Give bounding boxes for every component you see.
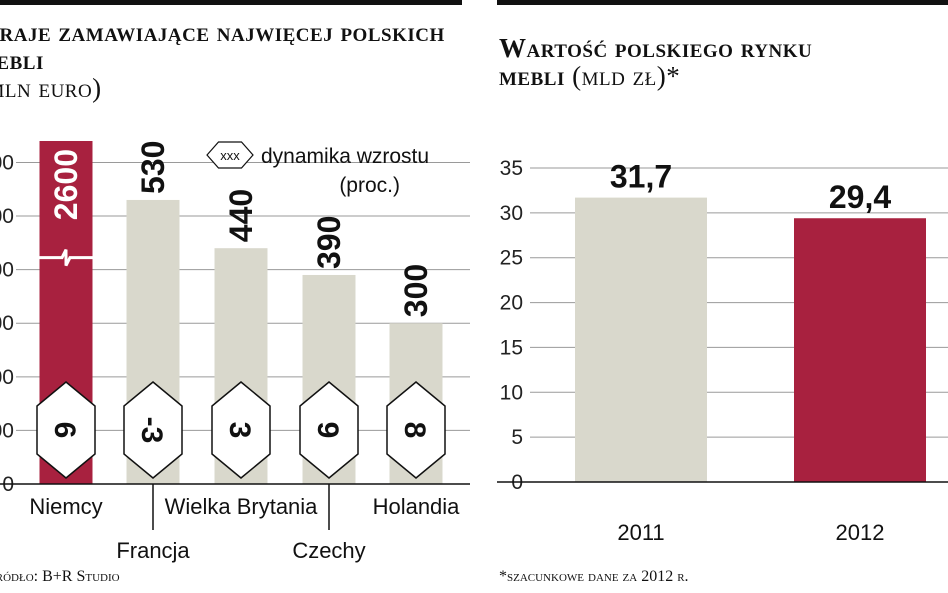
x-tick-label: Czechy [292,538,365,563]
y-tick-label: 10 [500,381,523,404]
y-tick-label: 500 [0,205,14,228]
value-label: 31,7 [610,159,672,195]
top-rule [497,0,948,5]
value-label: 2600 [48,149,84,220]
legend-label: dynamika wzrostu [261,145,429,168]
x-tick-label: 2012 [836,520,885,545]
y-tick-label: 300 [0,312,14,335]
value-label: 300 [398,264,434,317]
bar [575,197,707,482]
y-tick-label: 35 [500,157,523,180]
growth-badge [211,381,271,479]
x-tick-label: Holandia [373,494,461,519]
title-text: Wartość polskiego rynku mebli [499,33,813,91]
x-tick-label: 2011 [617,520,664,545]
y-tick-label: 200 [0,366,14,389]
growth-value: 8 [398,422,431,439]
footnote: *szacunkowe dane za 2012 r. [499,568,689,585]
growth-value: -3 [135,417,168,444]
y-tick-label: 25 [500,247,523,270]
axis-break [39,248,93,267]
source: Źródło: B+R Studio [0,568,120,585]
growth-badge [123,381,183,479]
bar [794,218,926,483]
legend-unit: (proc.) [339,174,400,197]
y-tick-label: 400 [0,259,14,282]
value-label: 440 [223,189,259,242]
x-tick-label: Niemcy [29,494,102,519]
y-tick-label: 30 [500,202,523,225]
title-text: Kraje zamawiające najwięcej polskich meb… [0,17,445,75]
y-tick-label: 15 [500,336,523,359]
growth-badge [386,381,446,479]
y-tick-label: 600 [0,151,14,174]
growth-value: 6 [48,422,81,439]
y-tick-label: 5 [511,426,523,449]
legend-marker-text: xxx [220,148,240,163]
y-tick-label: 20 [500,292,523,315]
value-label: 390 [311,216,347,269]
legend-marker [206,141,254,169]
x-tick-label: Francja [116,538,190,563]
x-tick-label: Wielka Brytania [165,494,319,519]
growth-badge [36,381,96,479]
growth-value: 3 [223,422,256,439]
top-rule [0,0,462,5]
subtitle: (mld zł)* [572,61,681,91]
growth-badge [299,381,359,479]
chart-title: Wartość polskiego rynku mebli (mld zł)* [499,34,879,90]
growth-value: 9 [311,422,344,439]
value-label: 530 [135,141,171,194]
subtitle: (mln euro) [0,73,102,103]
chart-title: Kraje zamawiające najwięcej polskich meb… [0,18,458,102]
value-label: 29,4 [829,179,891,215]
y-tick-label: 100 [0,419,14,442]
